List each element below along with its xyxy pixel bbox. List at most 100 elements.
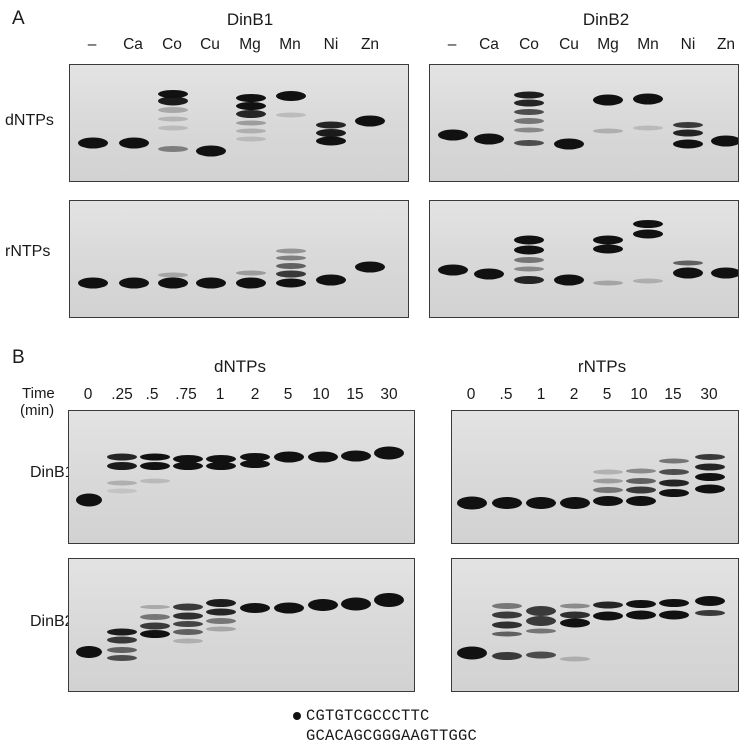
gel-band <box>626 610 656 620</box>
gel-band <box>438 264 468 276</box>
gel-band <box>526 606 556 616</box>
time-label-rntps-4: 5 <box>602 386 612 403</box>
time-label-dntps-7: 10 <box>312 386 330 403</box>
gel-band <box>526 651 556 659</box>
gel-band <box>107 636 137 644</box>
gel-band <box>107 647 137 653</box>
panel-b-title-rntps: rNTPs <box>577 357 627 376</box>
lane-label-dinb1-2: Co <box>162 36 182 53</box>
gel-band <box>173 638 203 644</box>
gel-band <box>593 611 623 621</box>
time-label-dntps-2: .5 <box>145 386 159 403</box>
primer-sequence: CGTGTCGCCCTTC <box>306 707 430 725</box>
time-label-rntps-1: .5 <box>499 386 513 403</box>
gel-band <box>158 96 188 106</box>
gel-b-dinb2-rntps <box>451 558 739 692</box>
row-label-dinb1: DinB1 <box>30 464 74 481</box>
gel-band <box>633 229 663 239</box>
gel-band <box>173 612 203 620</box>
time-label-dntps-1: .25 <box>111 386 133 403</box>
gel-band <box>633 278 663 284</box>
gel-band <box>206 618 236 624</box>
lane-label-dinb1-4: Mg <box>239 36 261 53</box>
gel-band <box>374 446 404 460</box>
gel-band <box>240 453 270 461</box>
gel-band <box>560 497 590 509</box>
gel-band <box>593 478 623 484</box>
gel-a-dinb2-dntps <box>429 64 739 182</box>
gel-band <box>316 121 346 129</box>
gel-band <box>173 629 203 635</box>
gel-band <box>236 120 266 126</box>
lane-label-dinb2-7: Zn <box>716 36 736 53</box>
gel-band <box>560 611 590 619</box>
gel-band <box>514 257 544 263</box>
panel-b-letter: B <box>12 347 25 368</box>
gel-band <box>236 102 266 110</box>
gel-band <box>514 235 544 245</box>
time-label-rntps-6: 15 <box>664 386 682 403</box>
gel-band <box>158 107 188 113</box>
gel-band <box>274 451 304 463</box>
gel-a-dinb1-dntps <box>69 64 409 182</box>
gel-band <box>236 110 266 118</box>
gel-band <box>633 220 663 228</box>
gel-band <box>206 455 236 463</box>
time-label-dntps-8: 15 <box>346 386 364 403</box>
time-label: Time <box>22 385 55 402</box>
gel-band <box>457 496 487 510</box>
gel-band <box>695 484 725 494</box>
gel-band <box>240 603 270 613</box>
gel-band <box>554 138 584 150</box>
time-label-dntps-5: 2 <box>250 386 260 403</box>
gel-band <box>695 596 725 606</box>
gel-band <box>659 489 689 497</box>
gel-b-dinb1-dntps <box>68 410 415 544</box>
gel-band <box>158 146 188 152</box>
gel-band <box>526 628 556 634</box>
row-label-dinb2: DinB2 <box>30 613 74 630</box>
gel-band <box>673 139 703 149</box>
time-label-dntps-0: 0 <box>83 386 93 403</box>
gel-band <box>158 90 188 98</box>
lane-label-dinb1-6: Ni <box>323 36 339 53</box>
row-label-rntps: rNTPs <box>5 243 51 260</box>
time-unit: (min) <box>20 402 55 419</box>
time-label-rntps-7: 30 <box>700 386 718 403</box>
gel-band <box>374 593 404 607</box>
lane-label-dinb2-5: Mn <box>637 36 659 53</box>
gel-band <box>107 655 137 661</box>
row-label-dntps: dNTPs <box>5 112 54 129</box>
gel-band <box>526 497 556 509</box>
time-label-rntps-5: 10 <box>630 386 648 403</box>
gel-band <box>514 266 544 272</box>
gel-band <box>593 128 623 134</box>
gel-band <box>711 267 738 279</box>
gel-band <box>341 597 371 611</box>
radiolabel-dot-icon <box>293 712 301 720</box>
gel-band <box>206 608 236 616</box>
gel-band <box>308 451 338 463</box>
gel-band <box>140 622 170 630</box>
gel-band <box>196 277 226 289</box>
lane-label-dinb2-4: Mg <box>597 36 619 53</box>
time-label-dntps-6: 5 <box>283 386 293 403</box>
time-label-dntps-9: 30 <box>380 386 398 403</box>
gel-band <box>633 125 663 131</box>
gel-band <box>316 129 346 137</box>
gel-band <box>673 122 703 128</box>
gel-band <box>626 486 656 494</box>
gel-band <box>492 497 522 509</box>
gel-band <box>514 118 544 124</box>
gel-band <box>474 133 504 145</box>
gel-band <box>107 628 137 636</box>
gel-band <box>173 603 203 611</box>
time-label-dntps-3: .75 <box>175 386 197 403</box>
lane-label-dinb2-6: Ni <box>680 36 696 53</box>
gel-band <box>276 255 306 261</box>
time-label-rntps-3: 2 <box>569 386 579 403</box>
gel-band <box>206 599 236 607</box>
panel-a-letter: A <box>12 8 25 29</box>
gel-band <box>276 270 306 278</box>
gel-band <box>560 603 590 609</box>
